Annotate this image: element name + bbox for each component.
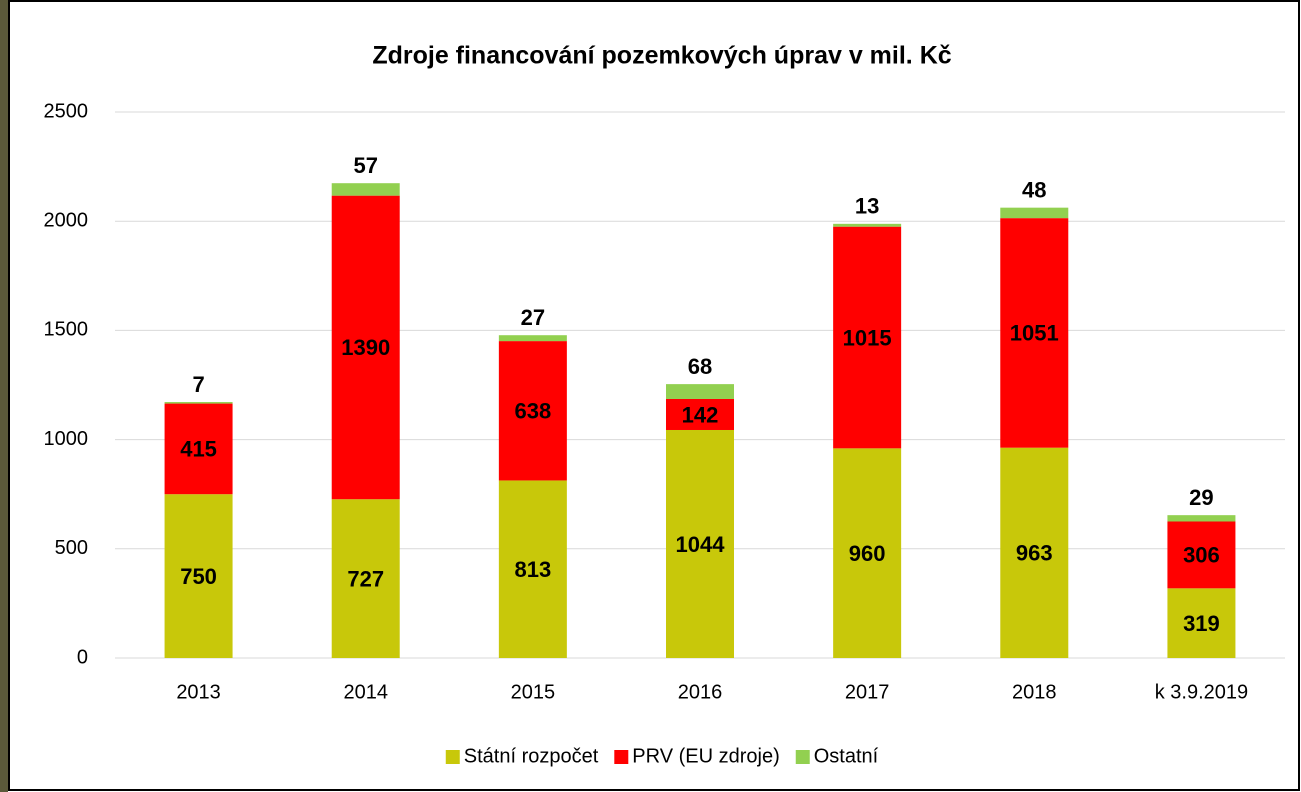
legend-swatch: [796, 750, 810, 764]
data-label: 7: [192, 372, 204, 397]
y-tick-label: 2500: [44, 100, 89, 122]
x-tick-label: 2015: [511, 681, 556, 703]
x-tick-label: 2018: [1012, 681, 1057, 703]
data-label: 27: [521, 305, 545, 330]
x-tick-label: 2017: [845, 681, 890, 703]
chart-title: Zdroje financování pozemkových úprav v m…: [372, 42, 951, 70]
bar-segment: [332, 183, 400, 195]
data-label: 13: [855, 194, 879, 219]
bar-segment: [165, 402, 233, 404]
bar-segment: [1167, 515, 1235, 521]
background-edge: [0, 0, 8, 792]
data-label: 319: [1183, 611, 1220, 636]
data-label: 1044: [676, 532, 726, 557]
legend-label: Ostatní: [814, 745, 879, 767]
data-label: 306: [1183, 543, 1220, 568]
data-label: 1015: [843, 325, 892, 350]
x-tick-label: k 3.9.2019: [1155, 681, 1248, 703]
data-label: 750: [180, 564, 217, 589]
x-tick-label: 2013: [176, 681, 221, 703]
data-label: 963: [1016, 541, 1053, 566]
y-tick-label: 500: [55, 537, 88, 559]
data-label: 142: [682, 402, 719, 427]
data-label: 1051: [1010, 321, 1059, 346]
data-label: 960: [849, 541, 886, 566]
data-label: 1390: [341, 335, 390, 360]
y-tick-label: 0: [77, 646, 88, 668]
data-label: 813: [514, 557, 551, 582]
y-tick-label: 1000: [44, 428, 89, 450]
data-label: 68: [688, 354, 712, 379]
x-tick-label: 2016: [678, 681, 723, 703]
chart: Zdroje financování pozemkových úprav v m…: [0, 0, 1301, 792]
bar-segment: [1000, 208, 1068, 218]
data-label: 638: [514, 399, 551, 424]
bar-segment: [833, 224, 901, 227]
data-label: 727: [347, 566, 384, 591]
data-label: 57: [353, 153, 377, 178]
legend-swatch: [614, 750, 628, 764]
y-tick-label: 2000: [44, 209, 89, 231]
legend-swatch: [446, 750, 460, 764]
y-tick-label: 1500: [44, 319, 89, 341]
bar-segment: [666, 384, 734, 399]
legend-label: Státní rozpočet: [464, 745, 599, 767]
data-label: 415: [180, 437, 217, 462]
bar-segment: [499, 335, 567, 341]
x-tick-label: 2014: [343, 681, 388, 703]
data-label: 48: [1022, 177, 1046, 202]
data-label: 29: [1189, 485, 1213, 510]
legend-label: PRV (EU zdroje): [632, 745, 779, 767]
